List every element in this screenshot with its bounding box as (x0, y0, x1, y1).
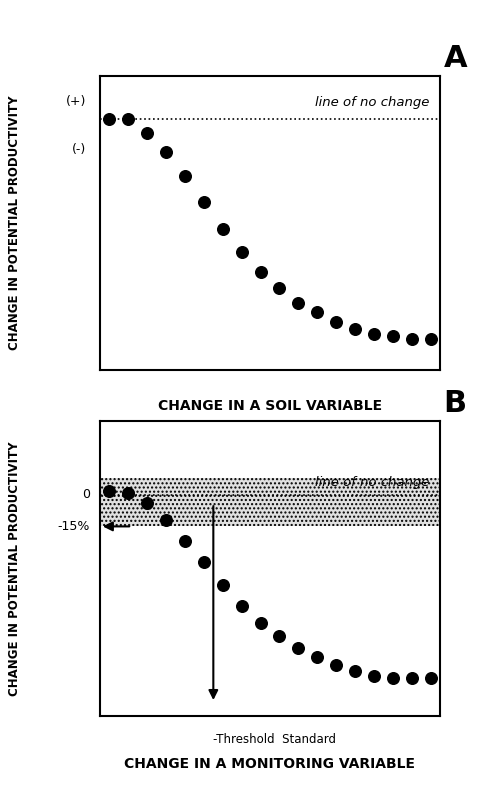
Point (276, 630, 283, 642)
Text: CHANGE IN A SOIL VARIABLE: CHANGE IN A SOIL VARIABLE (158, 399, 382, 413)
Point (426, 671, 434, 684)
Point (276, 282, 283, 295)
Text: line of no change: line of no change (316, 96, 430, 109)
Point (313, 650, 321, 663)
Point (294, 297, 302, 309)
Point (181, 169, 189, 182)
Point (426, 332, 434, 345)
Point (143, 497, 151, 510)
Point (106, 112, 114, 125)
Point (200, 556, 208, 568)
Point (219, 579, 227, 591)
Text: line of no change: line of no change (316, 475, 430, 489)
Point (162, 145, 170, 158)
Point (181, 535, 189, 548)
Text: B: B (444, 390, 466, 418)
Point (238, 600, 246, 613)
Text: A: A (444, 44, 467, 72)
Text: 0: 0 (82, 488, 90, 502)
Point (256, 266, 264, 278)
Point (313, 306, 321, 319)
Point (200, 196, 208, 208)
Point (408, 671, 416, 684)
Point (106, 484, 114, 497)
Point (162, 514, 170, 526)
Point (124, 112, 132, 125)
Point (219, 223, 227, 235)
Text: (-): (-) (72, 143, 86, 156)
Point (389, 671, 397, 684)
Text: -15%: -15% (58, 520, 90, 533)
Point (294, 642, 302, 654)
Point (256, 617, 264, 630)
Text: (+): (+) (66, 95, 86, 108)
Point (238, 246, 246, 259)
Point (143, 126, 151, 139)
Point (332, 316, 340, 328)
Point (332, 659, 340, 672)
Point (408, 332, 416, 345)
Point (124, 487, 132, 499)
Text: CHANGE IN POTENTIAL PRODUCTIVITY: CHANGE IN POTENTIAL PRODUCTIVITY (8, 441, 22, 696)
Text: CHANGE IN POTENTIAL PRODUCTIVITY: CHANGE IN POTENTIAL PRODUCTIVITY (8, 95, 22, 350)
Point (351, 323, 359, 335)
Bar (100, 478, 440, 526)
Point (370, 669, 378, 682)
Point (389, 330, 397, 343)
Point (370, 328, 378, 340)
Point (351, 665, 359, 677)
Text: CHANGE IN A MONITORING VARIABLE: CHANGE IN A MONITORING VARIABLE (124, 757, 416, 770)
Text: -Threshold  Standard: -Threshold Standard (214, 733, 336, 747)
